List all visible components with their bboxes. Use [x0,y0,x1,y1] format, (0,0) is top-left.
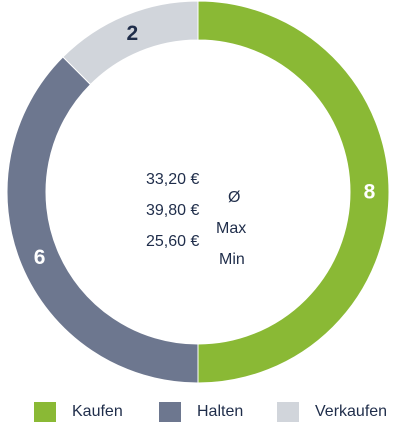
stat-row-average: 33,20 € Ø [0,153,403,225]
legend-swatch-kaufen [34,402,56,422]
stat-min-label: Min [219,251,245,268]
stat-row-min: 25,60 € Min [0,215,403,287]
data-label-kaufen: 8 [364,181,376,204]
slice-verkaufen[interactable] [62,0,199,86]
stat-average-label: Ø [228,189,241,206]
legend-swatch-verkaufen [277,402,299,422]
stat-average-value: 33,20 € [146,171,200,188]
stat-max-label: Max [216,220,247,237]
data-label-verkaufen: 2 [127,22,139,45]
slice-halten[interactable] [6,56,199,384]
stat-max-value: 39,80 € [146,202,200,219]
legend: Kaufen Halten Verkaufen [0,402,403,424]
legend-label-halten: Halten [197,403,244,420]
stat-min-value: 25,60 € [146,233,200,250]
slice-kaufen[interactable] [197,0,390,384]
legend-label-kaufen: Kaufen [72,403,123,420]
stat-row-max: 39,80 € Max [0,184,403,256]
legend-label-verkaufen: Verkaufen [315,403,388,420]
data-label-halten: 6 [34,246,46,269]
legend-swatch-halten [159,402,181,422]
